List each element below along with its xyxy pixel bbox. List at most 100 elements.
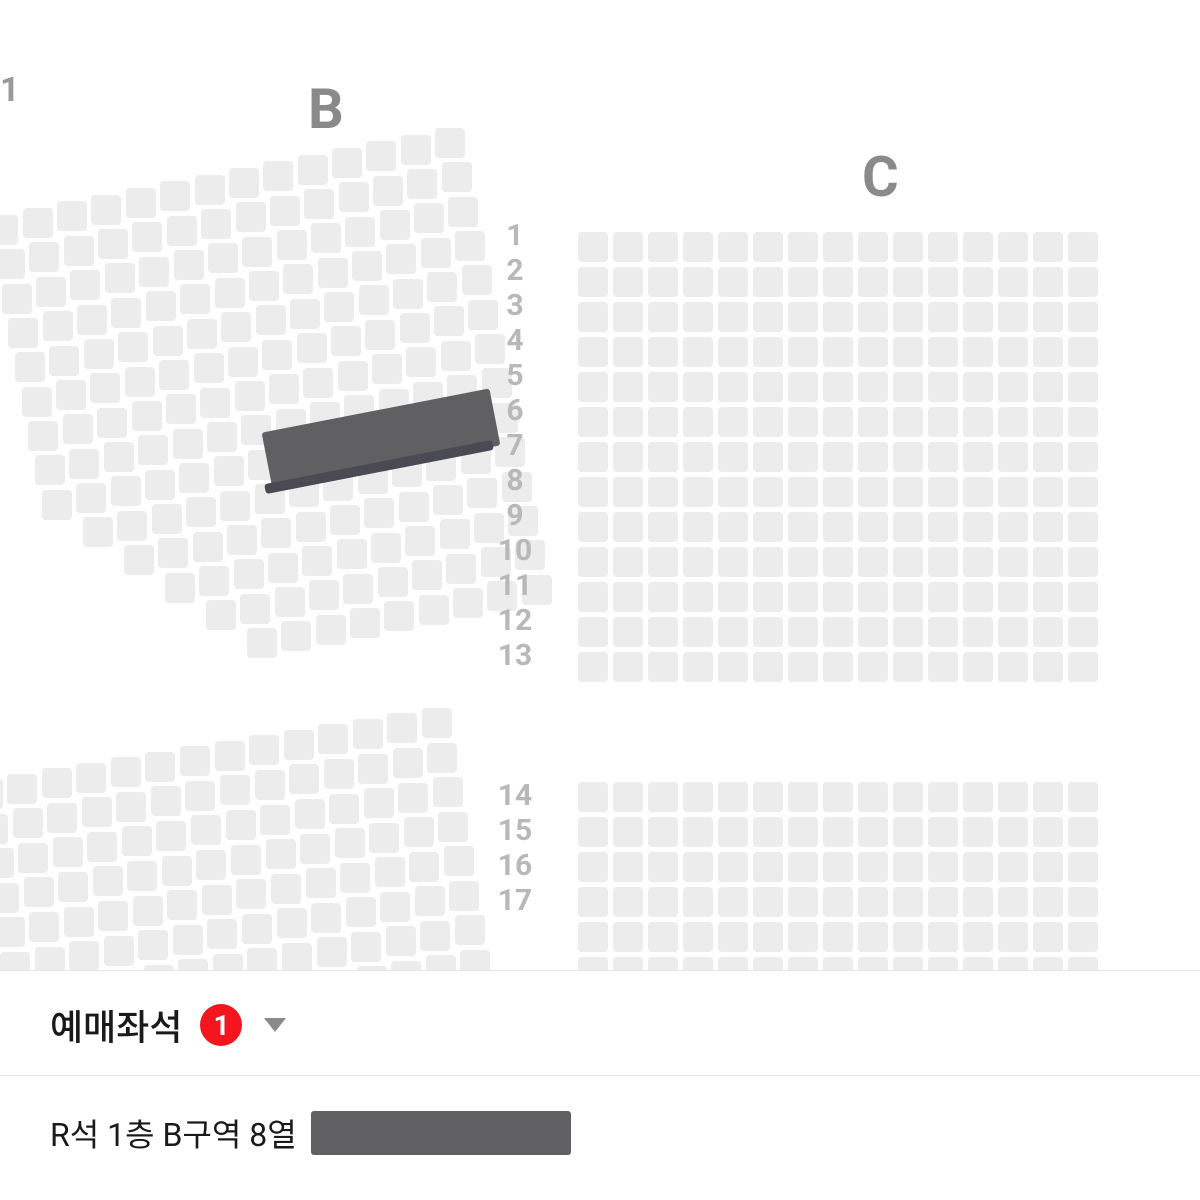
seat[interactable] xyxy=(414,203,444,233)
seat[interactable] xyxy=(226,810,256,840)
seat[interactable] xyxy=(202,885,232,915)
seat[interactable] xyxy=(236,202,266,232)
seat[interactable] xyxy=(0,249,25,279)
seat[interactable] xyxy=(1068,512,1098,542)
seat[interactable] xyxy=(893,547,923,577)
seat[interactable] xyxy=(158,538,188,568)
seat[interactable] xyxy=(858,407,888,437)
seat[interactable] xyxy=(928,582,958,612)
seat[interactable] xyxy=(1068,547,1098,577)
seat[interactable] xyxy=(195,175,225,205)
seat[interactable] xyxy=(858,582,888,612)
seat[interactable] xyxy=(446,554,476,584)
seat[interactable] xyxy=(43,311,73,341)
seat[interactable] xyxy=(63,414,93,444)
seat[interactable] xyxy=(332,148,362,178)
seat[interactable] xyxy=(231,845,261,875)
seat[interactable] xyxy=(578,372,608,402)
seat[interactable] xyxy=(648,617,678,647)
seat[interactable] xyxy=(1033,922,1063,952)
seat[interactable] xyxy=(448,197,478,227)
seat[interactable] xyxy=(823,337,853,367)
seat[interactable] xyxy=(393,279,423,309)
seat[interactable] xyxy=(648,337,678,367)
seat[interactable] xyxy=(153,326,183,356)
seat[interactable] xyxy=(753,957,783,970)
seat[interactable] xyxy=(648,302,678,332)
seat[interactable] xyxy=(127,861,157,891)
seat[interactable] xyxy=(928,232,958,262)
seat[interactable] xyxy=(0,779,3,809)
seat[interactable] xyxy=(401,135,431,165)
seat[interactable] xyxy=(928,887,958,917)
panel-header[interactable]: 예매좌석 1 xyxy=(0,971,1200,1076)
seat[interactable] xyxy=(449,881,479,911)
seat[interactable] xyxy=(284,730,314,760)
seat[interactable] xyxy=(84,339,114,369)
seat[interactable] xyxy=(77,305,107,335)
seat[interactable] xyxy=(302,546,332,576)
seat[interactable] xyxy=(613,512,643,542)
seat[interactable] xyxy=(167,890,197,920)
seat[interactable] xyxy=(35,455,65,485)
seat[interactable] xyxy=(613,267,643,297)
seat[interactable] xyxy=(788,852,818,882)
seat[interactable] xyxy=(753,922,783,952)
seat[interactable] xyxy=(179,463,209,493)
seat[interactable] xyxy=(256,305,286,335)
seat[interactable] xyxy=(823,922,853,952)
seat[interactable] xyxy=(613,337,643,367)
seat[interactable] xyxy=(29,912,59,942)
seat[interactable] xyxy=(823,582,853,612)
seat[interactable] xyxy=(788,957,818,970)
seat[interactable] xyxy=(404,817,434,847)
seat[interactable] xyxy=(330,505,360,535)
seat[interactable] xyxy=(199,566,229,596)
seat[interactable] xyxy=(683,512,713,542)
seat[interactable] xyxy=(648,372,678,402)
seat[interactable] xyxy=(963,232,993,262)
seat[interactable] xyxy=(998,957,1028,970)
seat[interactable] xyxy=(1068,477,1098,507)
seat[interactable] xyxy=(58,872,88,902)
seat[interactable] xyxy=(823,232,853,262)
seat[interactable] xyxy=(316,615,346,645)
seat[interactable] xyxy=(263,161,293,191)
seat[interactable] xyxy=(963,442,993,472)
seat[interactable] xyxy=(753,782,783,812)
seat[interactable] xyxy=(683,372,713,402)
seat[interactable] xyxy=(718,887,748,917)
seat[interactable] xyxy=(386,926,416,956)
seat[interactable] xyxy=(648,922,678,952)
seat-map[interactable]: 1 B C 12345678910111213 14151617 xyxy=(0,0,1200,970)
seat[interactable] xyxy=(998,477,1028,507)
seat[interactable] xyxy=(372,354,402,384)
seat[interactable] xyxy=(858,852,888,882)
seat[interactable] xyxy=(318,724,348,754)
seat[interactable] xyxy=(346,897,376,927)
seat[interactable] xyxy=(963,407,993,437)
seat[interactable] xyxy=(18,843,48,873)
seat[interactable] xyxy=(928,617,958,647)
seat[interactable] xyxy=(613,852,643,882)
seat[interactable] xyxy=(858,372,888,402)
seat[interactable] xyxy=(28,421,58,451)
seat[interactable] xyxy=(858,652,888,682)
seat[interactable] xyxy=(893,887,923,917)
seat[interactable] xyxy=(753,372,783,402)
seat[interactable] xyxy=(435,128,465,158)
seat[interactable] xyxy=(963,582,993,612)
seat[interactable] xyxy=(275,587,305,617)
seat[interactable] xyxy=(255,770,285,800)
seat[interactable] xyxy=(928,817,958,847)
seat[interactable] xyxy=(1033,267,1063,297)
seat[interactable] xyxy=(683,782,713,812)
seat[interactable] xyxy=(683,582,713,612)
seat[interactable] xyxy=(359,285,389,315)
seat[interactable] xyxy=(187,319,217,349)
seat[interactable] xyxy=(963,887,993,917)
seat[interactable] xyxy=(613,617,643,647)
seat[interactable] xyxy=(455,231,485,261)
seat[interactable] xyxy=(64,907,94,937)
seat[interactable] xyxy=(683,547,713,577)
